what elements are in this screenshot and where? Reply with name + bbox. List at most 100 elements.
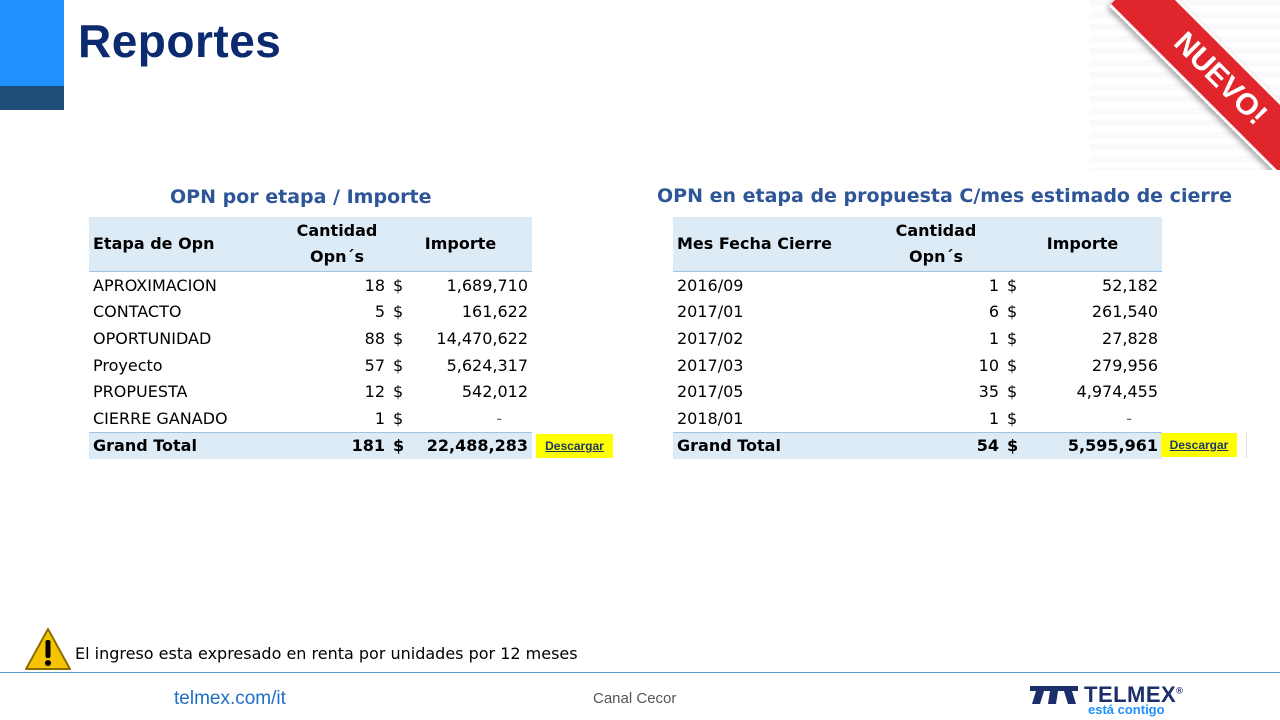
brand-name: TELMEX® — [1084, 682, 1183, 708]
grand-total-row: Grand Total 54 $5,595,961 — [673, 431, 1162, 460]
row-amount: 542,012 — [461, 382, 528, 402]
table-row: Proyecto 57 $5,624,317 — [89, 352, 532, 379]
row-count: 181 — [285, 431, 389, 460]
row-count: 5 — [374, 302, 385, 322]
row-amount: 5,595,961 — [1031, 431, 1162, 460]
row-count: 18 — [364, 275, 385, 295]
row-currency: $ — [393, 328, 404, 348]
accent-bar-bottom — [0, 86, 64, 110]
row-label: 2017/03 — [677, 355, 744, 375]
table-row: OPORTUNIDAD 88 $14,470,622 — [89, 325, 532, 352]
row-count: 88 — [364, 328, 385, 348]
cell-divider — [1246, 432, 1247, 458]
brand-tagline: está contigo — [1088, 702, 1165, 717]
row-amount: - — [1126, 408, 1132, 428]
row-amount: 5,624,317 — [446, 355, 528, 375]
header-count-label: Cantidad Opn´s — [296, 221, 378, 266]
row-label: CIERRE GANADO — [93, 408, 228, 428]
row-label: PROPUESTA — [93, 382, 188, 402]
table-row: 2017/02 1 $27,828 — [673, 325, 1162, 352]
row-count: 6 — [988, 302, 999, 322]
row-currency: $ — [393, 275, 404, 295]
row-label: 2016/09 — [677, 275, 744, 295]
left-table-title: OPN por etapa / Importe — [170, 186, 432, 208]
header-stage: Etapa de Opn — [89, 217, 285, 272]
row-count: 1 — [988, 408, 999, 428]
right-download-button[interactable]: Descargar — [1161, 433, 1237, 457]
row-currency: $ — [393, 408, 404, 428]
header-month: Mes Fecha Cierre — [673, 217, 869, 272]
table-row: 2017/01 6 $261,540 — [673, 299, 1162, 326]
income-note: El ingreso esta expresado en renta por u… — [75, 644, 578, 663]
row-currency: $ — [1007, 275, 1018, 295]
row-label: 2017/01 — [677, 302, 744, 322]
table-row: APROXIMACION 18 $1,689,710 — [89, 272, 532, 299]
row-amount: 52,182 — [1102, 275, 1158, 295]
row-label: CONTACTO — [93, 302, 182, 322]
header-amount: Importe — [389, 217, 532, 272]
table-row: 2017/05 35 $4,974,455 — [673, 378, 1162, 405]
right-report-table: Mes Fecha Cierre Cantidad Opn´s Importe … — [673, 217, 1162, 460]
row-count: 35 — [978, 382, 999, 402]
table-row: PROPUESTA 12 $542,012 — [89, 378, 532, 405]
row-amount: 4,974,455 — [1076, 382, 1158, 402]
row-label: 2018/01 — [677, 408, 744, 428]
row-label: APROXIMACION — [93, 275, 217, 295]
row-currency: $ — [1007, 408, 1018, 428]
row-count: 10 — [978, 355, 999, 375]
table-row: CONTACTO 5 $161,622 — [89, 299, 532, 326]
row-label: 2017/05 — [677, 382, 744, 402]
row-label: 2017/02 — [677, 328, 744, 348]
row-label: Grand Total — [673, 431, 869, 460]
row-currency: $ — [393, 302, 404, 322]
page-title: Reportes — [78, 15, 282, 67]
row-label: Grand Total — [89, 431, 285, 460]
header-amount: Importe — [1003, 217, 1162, 272]
right-table-title: OPN en etapa de propuesta C/mes estimado… — [657, 185, 1232, 207]
telmex-logo-icon — [1030, 686, 1078, 704]
header-count: Cantidad Opn´s — [285, 217, 389, 272]
brand-registered-mark: ® — [1176, 685, 1184, 696]
row-count: 1 — [988, 275, 999, 295]
row-currency: $ — [1007, 355, 1018, 375]
grand-total-row: Grand Total 181 $22,488,283 — [89, 431, 532, 460]
row-count: 54 — [869, 431, 1003, 460]
row-amount: 279,956 — [1091, 355, 1158, 375]
row-count: 12 — [364, 382, 385, 402]
row-label: Proyecto — [93, 355, 163, 375]
row-currency: $ — [389, 431, 417, 460]
row-currency: $ — [1007, 328, 1018, 348]
table-row: 2016/09 1 $52,182 — [673, 272, 1162, 299]
row-currency: $ — [393, 355, 404, 375]
brand-name-text: TELMEX — [1084, 682, 1177, 707]
row-count: 1 — [988, 328, 999, 348]
left-download-button[interactable]: Descargar — [536, 434, 613, 458]
table-row: 2017/03 10 $279,956 — [673, 352, 1162, 379]
row-currency: $ — [1007, 382, 1018, 402]
new-ribbon-area: NUEVO! — [1080, 0, 1280, 170]
row-amount: 27,828 — [1102, 328, 1158, 348]
header-count: Cantidad Opn´s — [869, 217, 1003, 272]
row-count: 57 — [364, 355, 385, 375]
footer-divider — [0, 672, 1280, 673]
row-amount: 1,689,710 — [446, 275, 528, 295]
footer-channel: Canal Cecor — [593, 690, 677, 707]
header-count-label: Cantidad Opn´s — [895, 221, 977, 266]
table-row: CIERRE GANADO 1 $ - — [89, 405, 532, 432]
row-count: 1 — [374, 408, 385, 428]
row-label: OPORTUNIDAD — [93, 328, 212, 348]
warning-icon — [25, 628, 71, 670]
row-currency: $ — [1007, 302, 1018, 322]
left-report-table: Etapa de Opn Cantidad Opn´s Importe APRO… — [89, 217, 532, 460]
row-amount: 22,488,283 — [417, 431, 532, 460]
row-amount: - — [496, 408, 502, 428]
row-currency: $ — [393, 382, 404, 402]
row-currency: $ — [1003, 431, 1031, 460]
row-amount: 161,622 — [461, 302, 528, 322]
row-amount: 261,540 — [1091, 302, 1158, 322]
row-amount: 14,470,622 — [436, 328, 528, 348]
footer-url-link[interactable]: telmex.com/it — [174, 688, 286, 709]
table-row: 2018/01 1 $ - — [673, 405, 1162, 432]
accent-bar-top — [0, 0, 64, 86]
telmex-logo: TELMEX® está contigo — [1030, 682, 1210, 717]
